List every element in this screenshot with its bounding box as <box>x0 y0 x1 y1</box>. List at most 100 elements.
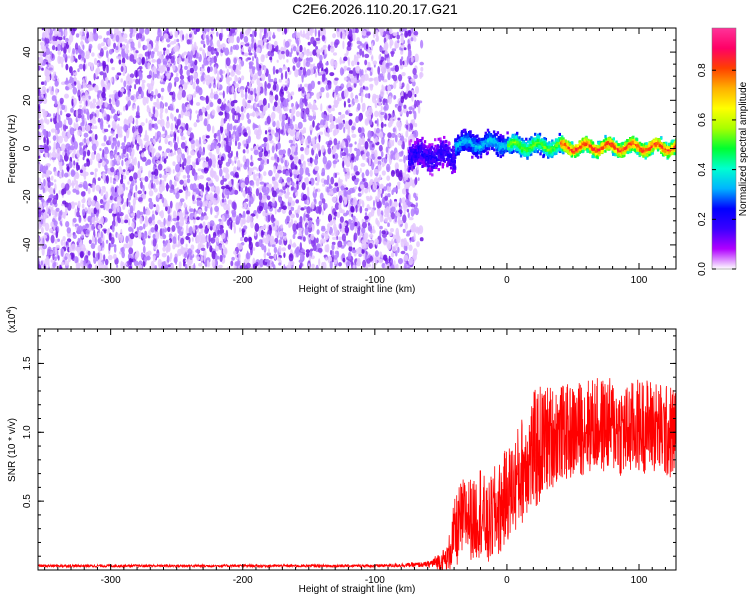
heatmap-noise-cell <box>205 135 210 139</box>
heatmap-noise-cell <box>323 119 326 126</box>
heatmap-noise-cell <box>359 45 363 49</box>
heatmap-noise-cell <box>354 186 358 190</box>
heatmap-noise-cell <box>326 179 329 186</box>
heatmap-noise-cell <box>128 201 131 208</box>
heatmap-noise-cell <box>334 77 339 81</box>
heatmap-noise-cell <box>341 114 346 119</box>
heatmap-noise-cell <box>373 200 375 208</box>
heatmap-noise-cell <box>72 217 77 223</box>
heatmap-noise-cell <box>342 160 345 169</box>
heatmap-noise-cell <box>398 74 403 82</box>
heatmap-noise-cell <box>399 169 403 178</box>
heatmap-noise-cell <box>380 111 385 115</box>
heatmap-noise-cell <box>243 225 248 230</box>
heatmap-noise-cell <box>121 246 125 254</box>
heatmap-noise-cell <box>147 250 152 256</box>
heatmap-noise-cell <box>51 53 54 59</box>
heatmap-noise-cell <box>49 51 53 55</box>
heatmap-noise-cell <box>327 147 332 155</box>
heatmap-noise-cell <box>299 242 302 251</box>
heatmap-noise-cell <box>249 161 254 167</box>
heatmap-noise-cell <box>368 184 371 193</box>
heatmap-noise-cell <box>290 206 295 211</box>
heatmap-noise-cell <box>135 118 139 126</box>
heatmap-noise-cell <box>186 39 191 45</box>
heatmap-noise-cell <box>284 86 288 92</box>
heatmap-noise-cell <box>178 261 182 269</box>
heatmap-noise-cell <box>136 143 140 151</box>
heatmap-noise-cell <box>414 93 417 98</box>
heatmap-noise-cell <box>262 236 265 244</box>
heatmap-noise-cell <box>341 152 347 157</box>
heatmap-noise-cell <box>332 104 335 110</box>
heatmap-noise-cell <box>57 50 62 56</box>
heatmap-noise-cell <box>371 84 374 88</box>
heatmap-noise-cell <box>366 67 372 71</box>
heatmap-noise-cell <box>407 212 410 219</box>
heatmap-noise-cell <box>355 116 360 123</box>
heatmap-noise-cell <box>75 33 80 38</box>
heatmap-noise-cell <box>234 44 240 51</box>
heatmap-noise-cell <box>162 126 165 132</box>
heatmap-noise-cell <box>338 111 342 116</box>
heatmap-noise-cell <box>110 134 113 143</box>
heatmap-noise-cell <box>41 67 44 71</box>
heatmap-noise-cell <box>337 97 343 102</box>
heatmap-noise-cell <box>344 53 349 57</box>
heatmap-noise-cell <box>368 206 372 210</box>
heatmap-noise-cell <box>73 81 77 86</box>
heatmap-noise-cell <box>73 164 76 169</box>
heatmap-noise-cell <box>390 51 394 57</box>
heatmap-noise-cell <box>238 214 242 221</box>
heatmap-noise-cell <box>38 65 41 71</box>
heatmap-noise-cell <box>91 234 95 244</box>
heatmap-noise-cell <box>397 184 401 190</box>
heatmap-noise-cell <box>82 120 85 127</box>
heatmap-noise-cell <box>175 191 180 200</box>
heatmap-noise-cell <box>140 181 143 189</box>
heatmap-noise-cell <box>40 215 44 221</box>
heatmap-noise-cell <box>274 94 279 101</box>
heatmap-noise-cell <box>78 63 84 70</box>
heatmap-noise-cell <box>161 64 166 73</box>
heatmap-noise-cell <box>199 175 205 180</box>
heatmap-noise-cell <box>309 64 314 68</box>
heatmap-noise-cell <box>330 176 335 185</box>
heatmap-noise-cell <box>172 217 178 222</box>
heatmap-noise-cell <box>247 236 253 243</box>
heatmap-noise-cell <box>365 169 370 177</box>
heatmap-noise-cell <box>192 161 195 166</box>
heatmap-noise-cell <box>351 126 356 130</box>
heatmap-noise-cell <box>124 124 129 130</box>
heatmap-noise-cell <box>191 237 194 242</box>
heatmap-noise-cell <box>111 224 115 233</box>
heatmap-noise-cell <box>139 28 145 34</box>
heatmap-noise-cell <box>52 197 58 205</box>
heatmap-noise-cell <box>226 76 231 82</box>
heatmap-noise-cell <box>379 214 384 223</box>
heatmap-noise-cell <box>189 74 194 81</box>
heatmap-noise-cell <box>226 85 230 93</box>
heatmap-noise-cell <box>87 209 92 215</box>
heatmap-noise-cell <box>299 53 304 59</box>
heatmap-noise-cell <box>89 113 94 119</box>
heatmap-noise-cell <box>149 95 153 102</box>
heatmap-noise-cell <box>249 68 252 73</box>
heatmap-noise-cell <box>63 172 69 178</box>
heatmap-noise-cell <box>170 122 174 131</box>
heatmap-noise-cell <box>157 50 160 57</box>
heatmap-noise-cell <box>218 111 224 116</box>
heatmap-noise-cell <box>249 215 253 224</box>
heatmap-noise-cell <box>266 195 271 201</box>
heatmap-noise-cell <box>329 250 333 256</box>
heatmap-noise-cell <box>80 172 85 177</box>
heatmap-noise-cell <box>126 55 129 60</box>
heatmap-noise-cell <box>389 28 393 35</box>
heatmap-noise-cell <box>348 28 353 35</box>
heatmap-noise-cell <box>76 226 81 235</box>
heatmap-noise-cell <box>378 54 381 61</box>
heatmap-noise-cell <box>333 144 337 153</box>
heatmap-noise-cell <box>232 99 238 104</box>
heatmap-noise-cell <box>104 154 108 159</box>
heatmap-noise-cell <box>373 133 376 139</box>
